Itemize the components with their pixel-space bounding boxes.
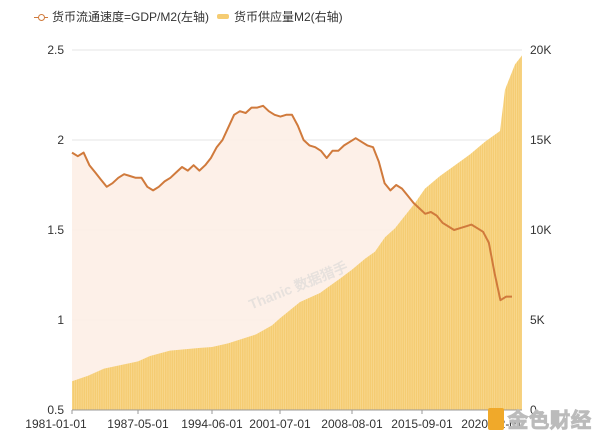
chart-legend: 货币流通速度=GDP/M2(左轴) 货币供应量M2(右轴)	[34, 8, 351, 25]
x-tick-label: 2001-07-01	[249, 417, 311, 431]
x-tick-label: 1994-06-01	[181, 417, 243, 431]
left-tick-label: 1	[57, 313, 64, 327]
bar-swatch-icon	[217, 14, 230, 19]
right-axis: 0 5K 10K 15K 20K	[530, 43, 551, 417]
legend-item-velocity[interactable]: 货币流通速度=GDP/M2(左轴)	[34, 8, 209, 25]
right-tick-label: 20K	[530, 43, 551, 57]
line-marker-icon	[34, 12, 48, 22]
brand-watermark: 金色财经	[488, 404, 592, 433]
left-axis: 0.5 1 1.5 2 2.5	[47, 43, 64, 417]
velocity-line	[71, 104, 512, 302]
right-tick-label: 0	[530, 403, 537, 417]
x-tick-label: 2008-08-01	[321, 417, 383, 431]
left-tick-label: 0.5	[47, 403, 64, 417]
x-tick-label: 1987-05-01	[107, 417, 169, 431]
legend-label-velocity: 货币流通速度=GDP/M2(左轴)	[52, 10, 210, 24]
legend-label-m2: 货币供应量M2(右轴)	[234, 10, 343, 24]
left-tick-label: 2	[57, 133, 64, 147]
right-tick-label: 10K	[530, 223, 551, 237]
brand-logo-icon	[488, 407, 504, 430]
right-tick-label: 15K	[530, 133, 551, 147]
x-tick-label: 1981-01-01	[25, 417, 87, 431]
right-tick-label: 5K	[530, 313, 545, 327]
x-tick-label: 2015-09-01	[391, 417, 453, 431]
m2-bar-series	[72, 55, 522, 411]
legend-item-m2[interactable]: 货币供应量M2(右轴)	[217, 8, 343, 25]
brand-text: 金色财经	[508, 410, 592, 433]
left-tick-label: 1.5	[47, 223, 64, 237]
left-tick-label: 2.5	[47, 43, 64, 57]
x-axis: 1981-01-01 1987-05-01 1994-06-01 2001-07-01…	[25, 410, 523, 431]
